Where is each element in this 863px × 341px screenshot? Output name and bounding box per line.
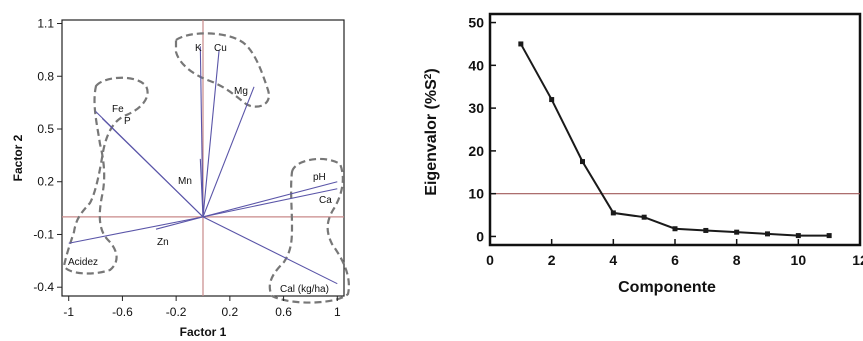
scree-point [734,229,740,235]
biplot-chart: K Cu Mg Fe P Mn pH Ca Zn Acidez Cal (kg/… [11,17,350,339]
scree-point [580,159,585,165]
group-outline-k-cu-mg [174,32,270,108]
label-ph: pH [313,172,326,183]
scree-x-tick-label: 4 [609,252,617,268]
biplot-x-tick-label: -0.2 [166,305,187,319]
biplot-y-tick-label: -0.4 [33,280,54,294]
vector-p [101,118,204,218]
scree-point [610,210,616,216]
vector-mn [199,158,204,217]
scree-point [795,233,801,239]
scree-x-tick-label: 8 [733,252,741,268]
biplot-y-tick-label: -0.1 [33,227,54,241]
label-cu: Cu [214,43,227,54]
scree-x-ticks: 0 2 4 6 8 10 12 [486,239,863,268]
scree-chart: 0 2 4 6 8 10 12 0 10 20 30 40 50 Componente Eigenva… [423,12,863,296]
biplot-x-tick-label: -0.6 [112,305,133,319]
vector-mg [202,86,255,218]
label-zn: Zn [157,237,169,248]
biplot-x-tick-label: 0.2 [222,305,239,319]
vector-ca [202,188,338,218]
biplot-y-tick-label: 0.8 [37,69,54,83]
biplot-x-tick-label: 1 [334,305,341,319]
scree-point [672,226,678,232]
vector-ph [202,181,338,218]
label-cal: Cal (kg/ha) [280,284,329,295]
scree-y-tick-label: 20 [468,143,484,159]
scree-y-tick-label: 40 [468,57,484,73]
label-p: P [124,116,131,127]
biplot-x-axis-label: Factor 1 [180,325,227,339]
biplot-group-outlines [62,32,350,304]
label-mn: Mn [178,176,192,187]
vector-cu [202,49,220,217]
scree-y-tick-label: 30 [468,100,484,116]
scree-y-tick-label: 50 [468,15,484,31]
scree-point [765,231,770,237]
biplot-y-axis-label: Factor 2 [11,134,25,181]
group-outline-fe-p [62,76,149,275]
scree-point [549,97,555,103]
scree-x-axis-label: Componente [618,279,716,296]
scree-y-axis-label-sup: 2 [423,73,434,79]
scree-y-axis-label-main: Eigenvalor (%S [423,79,440,196]
biplot-y-ticks: -0.4 -0.1 0.2 0.5 0.8 1.1 [33,17,62,294]
scree-y-axis-label-close: ) [423,68,440,73]
vector-k [199,46,204,217]
biplot-y-tick-label: 1.1 [37,17,54,31]
label-mg: Mg [234,86,248,97]
biplot-x-tick-label: -1 [63,305,74,319]
label-fe: Fe [112,104,124,115]
scree-x-tick-label: 0 [486,252,494,268]
scree-y-axis-label: Eigenvalor (%S2) [423,68,441,195]
vector-cal-kg-ha [202,216,338,285]
biplot-y-tick-label: 0.5 [37,122,54,136]
vector-acidez [68,216,204,244]
scree-x-tick-label: 12 [852,252,863,268]
biplot-x-tick-label: 0.6 [275,305,292,319]
scree-x-tick-label: 2 [548,252,556,268]
label-acidez: Acidez [68,257,98,268]
scree-point [641,214,647,220]
scree-point [826,233,832,239]
scree-y-tick-label: 10 [468,186,484,202]
biplot-vector-labels: K Cu Mg Fe P Mn pH Ca Zn Acidez Cal (kg/… [68,43,332,295]
scree-y-tick-label: 0 [476,228,484,244]
scree-point [703,227,709,233]
scree-point [518,41,524,47]
label-ca: Ca [319,195,332,206]
scree-y-ticks: 0 10 20 30 40 50 [468,15,496,244]
group-outline-ph-ca-cal [268,157,350,304]
biplot-vectors [68,46,338,285]
scree-x-tick-label: 10 [791,252,807,268]
scree-plot-area [488,12,862,247]
scree-x-tick-label: 6 [671,252,679,268]
label-k: K [195,43,202,54]
scree-series [518,41,832,239]
biplot-x-ticks: -1 -0.6 -0.2 0.2 0.6 1 [63,296,341,319]
biplot-y-tick-label: 0.2 [37,175,54,189]
